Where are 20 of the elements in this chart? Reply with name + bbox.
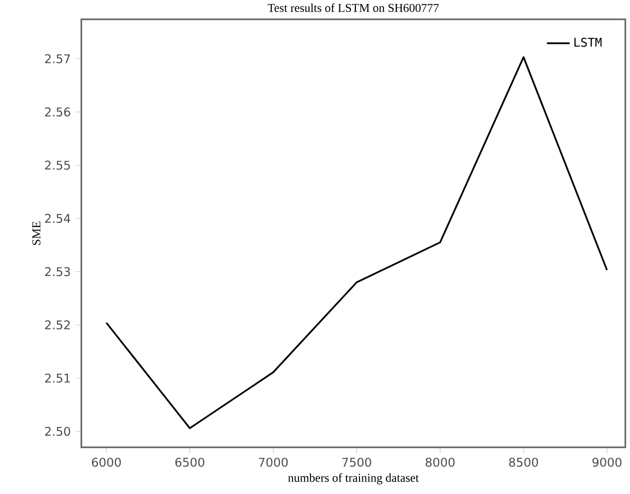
y-tick-label: 2.56 xyxy=(45,107,70,116)
x-tick-label: 7500 xyxy=(342,458,372,467)
y-tick-label: 2.57 xyxy=(45,54,70,64)
y-tick-label: 2.50 xyxy=(45,426,70,436)
legend-label: LSTM xyxy=(574,38,602,47)
line-series xyxy=(106,56,608,430)
x-tick-label: 8500 xyxy=(509,458,538,467)
x-tick-label: 9000 xyxy=(592,458,622,467)
x-tick-label: 7000 xyxy=(258,458,288,467)
x-tick-label: 6000 xyxy=(92,458,121,467)
y-tick-label: 2.55 xyxy=(45,160,70,170)
x-tick-label: 8000 xyxy=(426,458,455,467)
y-tick-label: 2.51 xyxy=(45,374,70,383)
y-tick-label: 2.53 xyxy=(45,267,70,276)
chart-title: Test results of LSTM on SH600777 xyxy=(268,3,439,12)
y-tick-label: 2.54 xyxy=(45,214,70,223)
x-tick-label: 6500 xyxy=(175,458,204,467)
y-tick-label: 2.52 xyxy=(45,320,70,330)
x-axis-title: numbers of training dataset xyxy=(288,473,419,484)
y-axis-title: SME xyxy=(32,222,40,245)
